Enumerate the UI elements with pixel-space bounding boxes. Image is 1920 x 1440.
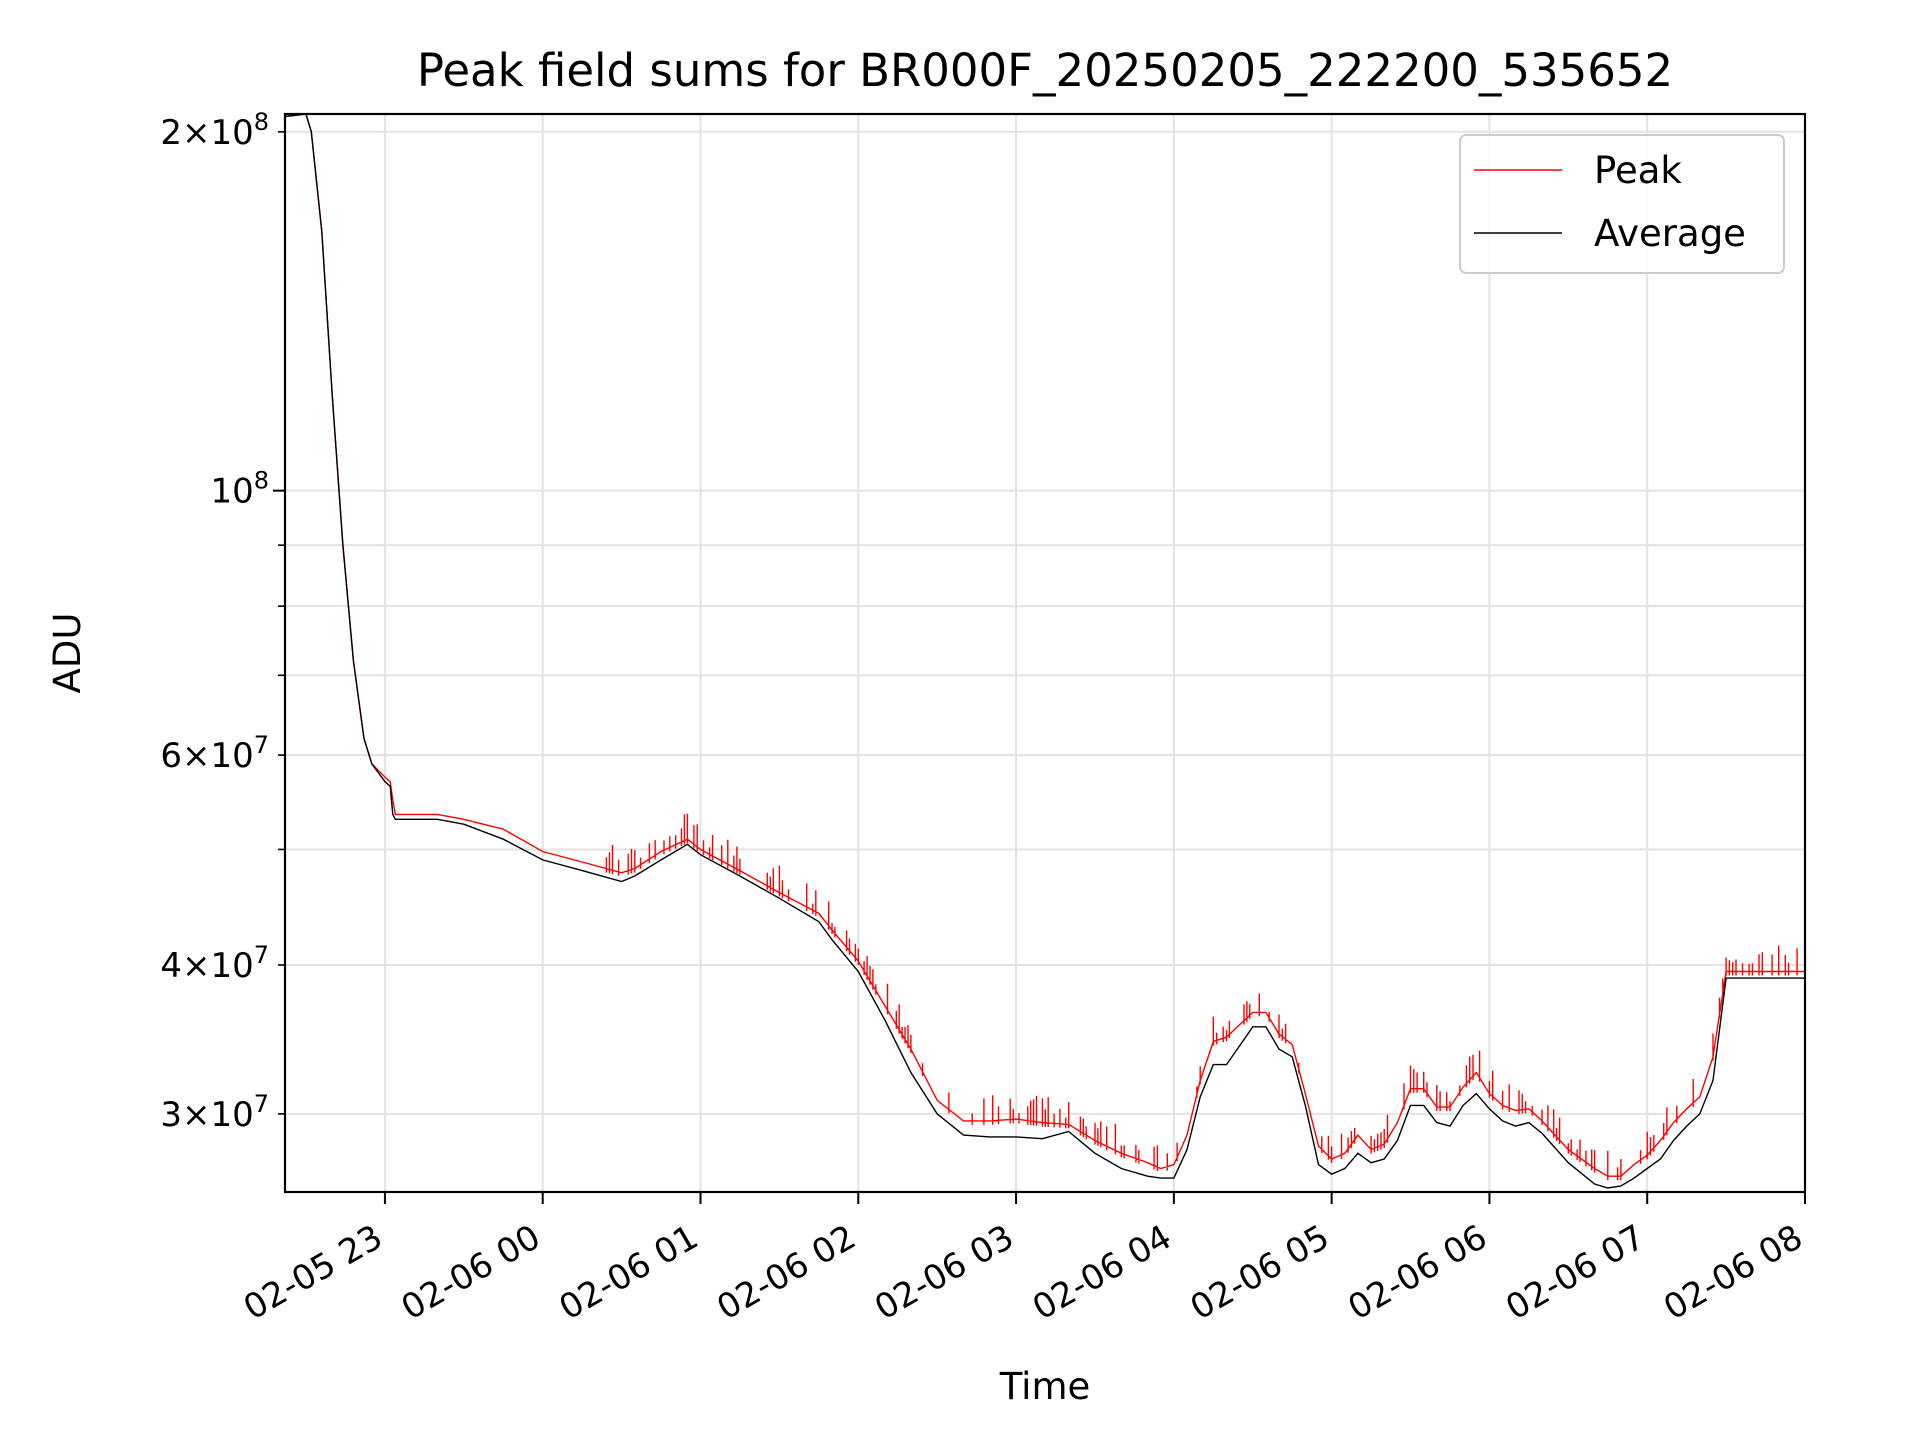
x-axis-label: Time bbox=[999, 1365, 1091, 1408]
legend-label-average: Average bbox=[1594, 212, 1746, 255]
y-axis: 108 3×107 4×107 6×107 2×108 bbox=[160, 108, 285, 1135]
series-layer bbox=[285, 114, 1805, 1189]
average-series-line bbox=[285, 114, 1805, 1189]
plot-frame bbox=[283, 112, 1807, 1194]
y-tick-label: 6×107 bbox=[160, 731, 269, 776]
y-tick-label: 4×107 bbox=[160, 941, 269, 986]
peak-series-line bbox=[285, 114, 1805, 1181]
legend-label-peak: Peak bbox=[1594, 149, 1682, 192]
y-tick-label: 108 bbox=[210, 467, 269, 512]
chart-title: Peak field sums for BR000F_20250205_2222… bbox=[417, 44, 1673, 97]
y-tick-label: 3×107 bbox=[160, 1090, 269, 1135]
legend: Peak Average bbox=[1459, 134, 1785, 274]
y-tick-label: 2×108 bbox=[160, 108, 269, 153]
y-axis-label: ADU bbox=[46, 613, 89, 694]
